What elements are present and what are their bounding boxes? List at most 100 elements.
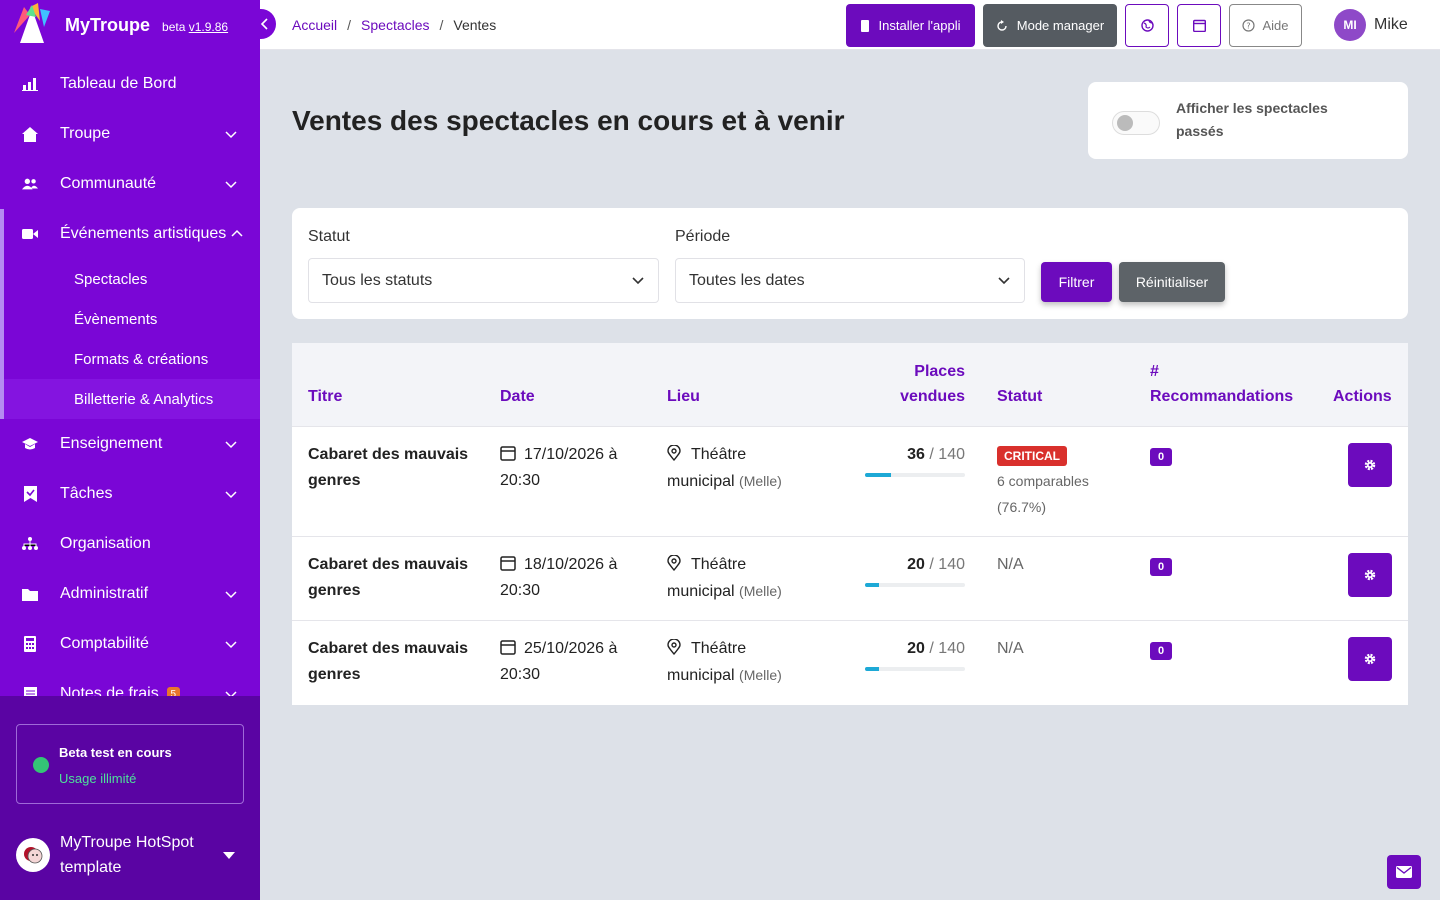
calendar-icon [500, 556, 516, 571]
install-app-button[interactable]: Installer l'appli [846, 4, 975, 47]
show-title: Cabaret des mauvais genres [308, 556, 469, 599]
sidebar-item-communaute[interactable]: Communauté [0, 159, 260, 209]
col-lieu[interactable]: Lieu [667, 388, 700, 405]
calendar-button[interactable] [1177, 4, 1221, 47]
show-date: 18/10/2026 à 20:30 [500, 556, 618, 599]
sidebar-item-tableau-de-bord[interactable]: Tableau de Bord [0, 59, 260, 109]
help-button[interactable]: ? Aide [1229, 4, 1302, 47]
help-label: Aide [1262, 18, 1289, 33]
user-menu[interactable]: MI Mike [1334, 9, 1408, 41]
sidebar-subitem-billetterie[interactable]: Billetterie & Analytics [0, 379, 260, 419]
status-text: N/A [997, 556, 1024, 573]
sales-progress-bar [865, 667, 965, 671]
sidebar-item-label: Événements artistiques [60, 225, 227, 242]
folder-icon [22, 586, 38, 602]
caret-down-icon [223, 852, 235, 859]
chevron-down-icon [225, 591, 237, 599]
sidebar-subitem-formats-creations[interactable]: Formats & créations [0, 339, 260, 379]
table-row[interactable]: Cabaret des mauvais genres 25/10/2026 à … [292, 621, 1408, 705]
period-select[interactable]: Toutes les dates [675, 258, 1025, 303]
sidebar-item-evenements-artistiques[interactable]: Événements artistiques [0, 209, 260, 259]
sidebar-item-organisation[interactable]: Organisation [0, 519, 260, 569]
breadcrumb-current: Ventes [453, 17, 497, 33]
sidebar-subitem-spectacles[interactable]: Spectacles [0, 259, 260, 299]
chevron-down-icon [225, 441, 237, 449]
home-icon [22, 126, 38, 142]
show-venue: Théâtre municipal (Melle) [667, 638, 782, 684]
user-name: Mike [1374, 16, 1408, 33]
row-settings-button[interactable] [1348, 553, 1392, 597]
map-pin-icon [667, 554, 681, 572]
col-recommandations[interactable]: # Recommandations [1150, 363, 1294, 405]
col-actions: Actions [1333, 388, 1392, 405]
sales-progress-bar [865, 583, 965, 587]
mytroupe-logo-icon [10, 3, 58, 47]
table-row[interactable]: Cabaret des mauvais genres 18/10/2026 à … [292, 537, 1408, 621]
sidebar-item-troupe[interactable]: Troupe [0, 109, 260, 159]
sidebar: MyTroupe beta v1.9.86 Tableau de Bord Tr… [0, 0, 260, 900]
map-pin-icon [667, 638, 681, 656]
recommendations-count: 0 [1150, 642, 1172, 660]
gear-icon [1364, 459, 1376, 471]
language-button[interactable] [1125, 4, 1169, 47]
status-select-value: Tous les statuts [322, 271, 433, 289]
refresh-icon [997, 19, 1007, 31]
sales-table: Titre Date Lieu Places vendues Statut # Re… [292, 343, 1408, 705]
collapse-sidebar-button[interactable] [252, 9, 276, 39]
period-filter-label: Période [675, 228, 731, 245]
table-row[interactable]: Cabaret des mauvais genres 17/10/2026 à … [292, 427, 1408, 537]
sidebar-footer: Beta test en cours Usage illimité MyTrou… [0, 696, 260, 900]
sidebar-subitem-label: Spectacles [74, 270, 148, 288]
beta-subtitle: Usage illimité [59, 771, 137, 786]
show-venue: Théâtre municipal (Melle) [667, 444, 782, 490]
map-pin-icon [667, 444, 681, 462]
col-title[interactable]: Titre [308, 388, 343, 405]
row-settings-button[interactable] [1348, 443, 1392, 487]
sidebar-item-comptabilite[interactable]: Comptabilité [0, 619, 260, 669]
sidebar-item-label: Tableau de Bord [60, 75, 177, 92]
contact-mail-button[interactable] [1387, 855, 1421, 889]
bar-chart-icon [22, 76, 38, 92]
show-past-toggle[interactable] [1112, 111, 1160, 135]
breadcrumb: Accueil / Spectacles / Ventes [292, 17, 496, 33]
row-settings-button[interactable] [1348, 637, 1392, 681]
avatar: MI [1334, 9, 1366, 41]
mobile-phone-icon [860, 19, 869, 32]
sidebar-item-administratif[interactable]: Administratif [0, 569, 260, 619]
breadcrumb-accueil[interactable]: Accueil [292, 17, 338, 33]
org-switcher[interactable]: MyTroupe HotSpot template [16, 830, 244, 880]
col-statut[interactable]: Statut [997, 388, 1043, 405]
sidebar-item-label: Tâches [60, 485, 113, 502]
status-select[interactable]: Tous les statuts [308, 258, 659, 303]
chevron-down-icon [225, 181, 237, 189]
col-date[interactable]: Date [500, 388, 535, 405]
sidebar-item-enseignement[interactable]: Enseignement [0, 419, 260, 469]
question-circle-icon: ? [1242, 19, 1256, 32]
filter-button[interactable]: Filtrer [1041, 262, 1112, 302]
chevron-down-icon [998, 277, 1010, 285]
sidebar-subitem-evenements[interactable]: Évènements [0, 299, 260, 339]
calendar-icon [1192, 19, 1206, 32]
sidebar-item-label: Organisation [60, 535, 151, 552]
table-header: Titre Date Lieu Places vendues Statut # Re… [292, 343, 1408, 427]
brand[interactable]: MyTroupe beta v1.9.86 [0, 0, 260, 50]
gear-icon [1364, 569, 1376, 581]
theatre-masks-icon [16, 838, 50, 872]
reset-button[interactable]: Réinitialiser [1119, 262, 1225, 302]
org-chart-icon [22, 536, 38, 552]
breadcrumb-separator: / [439, 17, 444, 33]
sidebar-item-taches[interactable]: Tâches [0, 469, 260, 519]
page-title: Ventes des spectacles en cours et à veni… [292, 105, 845, 136]
col-places[interactable]: Places vendues [900, 363, 965, 405]
manager-mode-button[interactable]: Mode manager [983, 4, 1117, 47]
chevron-down-icon [225, 491, 237, 499]
chevron-down-icon [225, 641, 237, 649]
breadcrumb-spectacles[interactable]: Spectacles [361, 17, 430, 33]
svg-text:?: ? [1247, 22, 1251, 31]
sidebar-item-label: Comptabilité [60, 635, 149, 652]
show-title: Cabaret des mauvais genres [308, 446, 469, 489]
brand-name: MyTroupe [65, 14, 151, 35]
status-dot-icon [33, 757, 49, 773]
sidebar-subitem-label: Billetterie & Analytics [74, 390, 214, 408]
sales-progress-bar [865, 473, 965, 477]
